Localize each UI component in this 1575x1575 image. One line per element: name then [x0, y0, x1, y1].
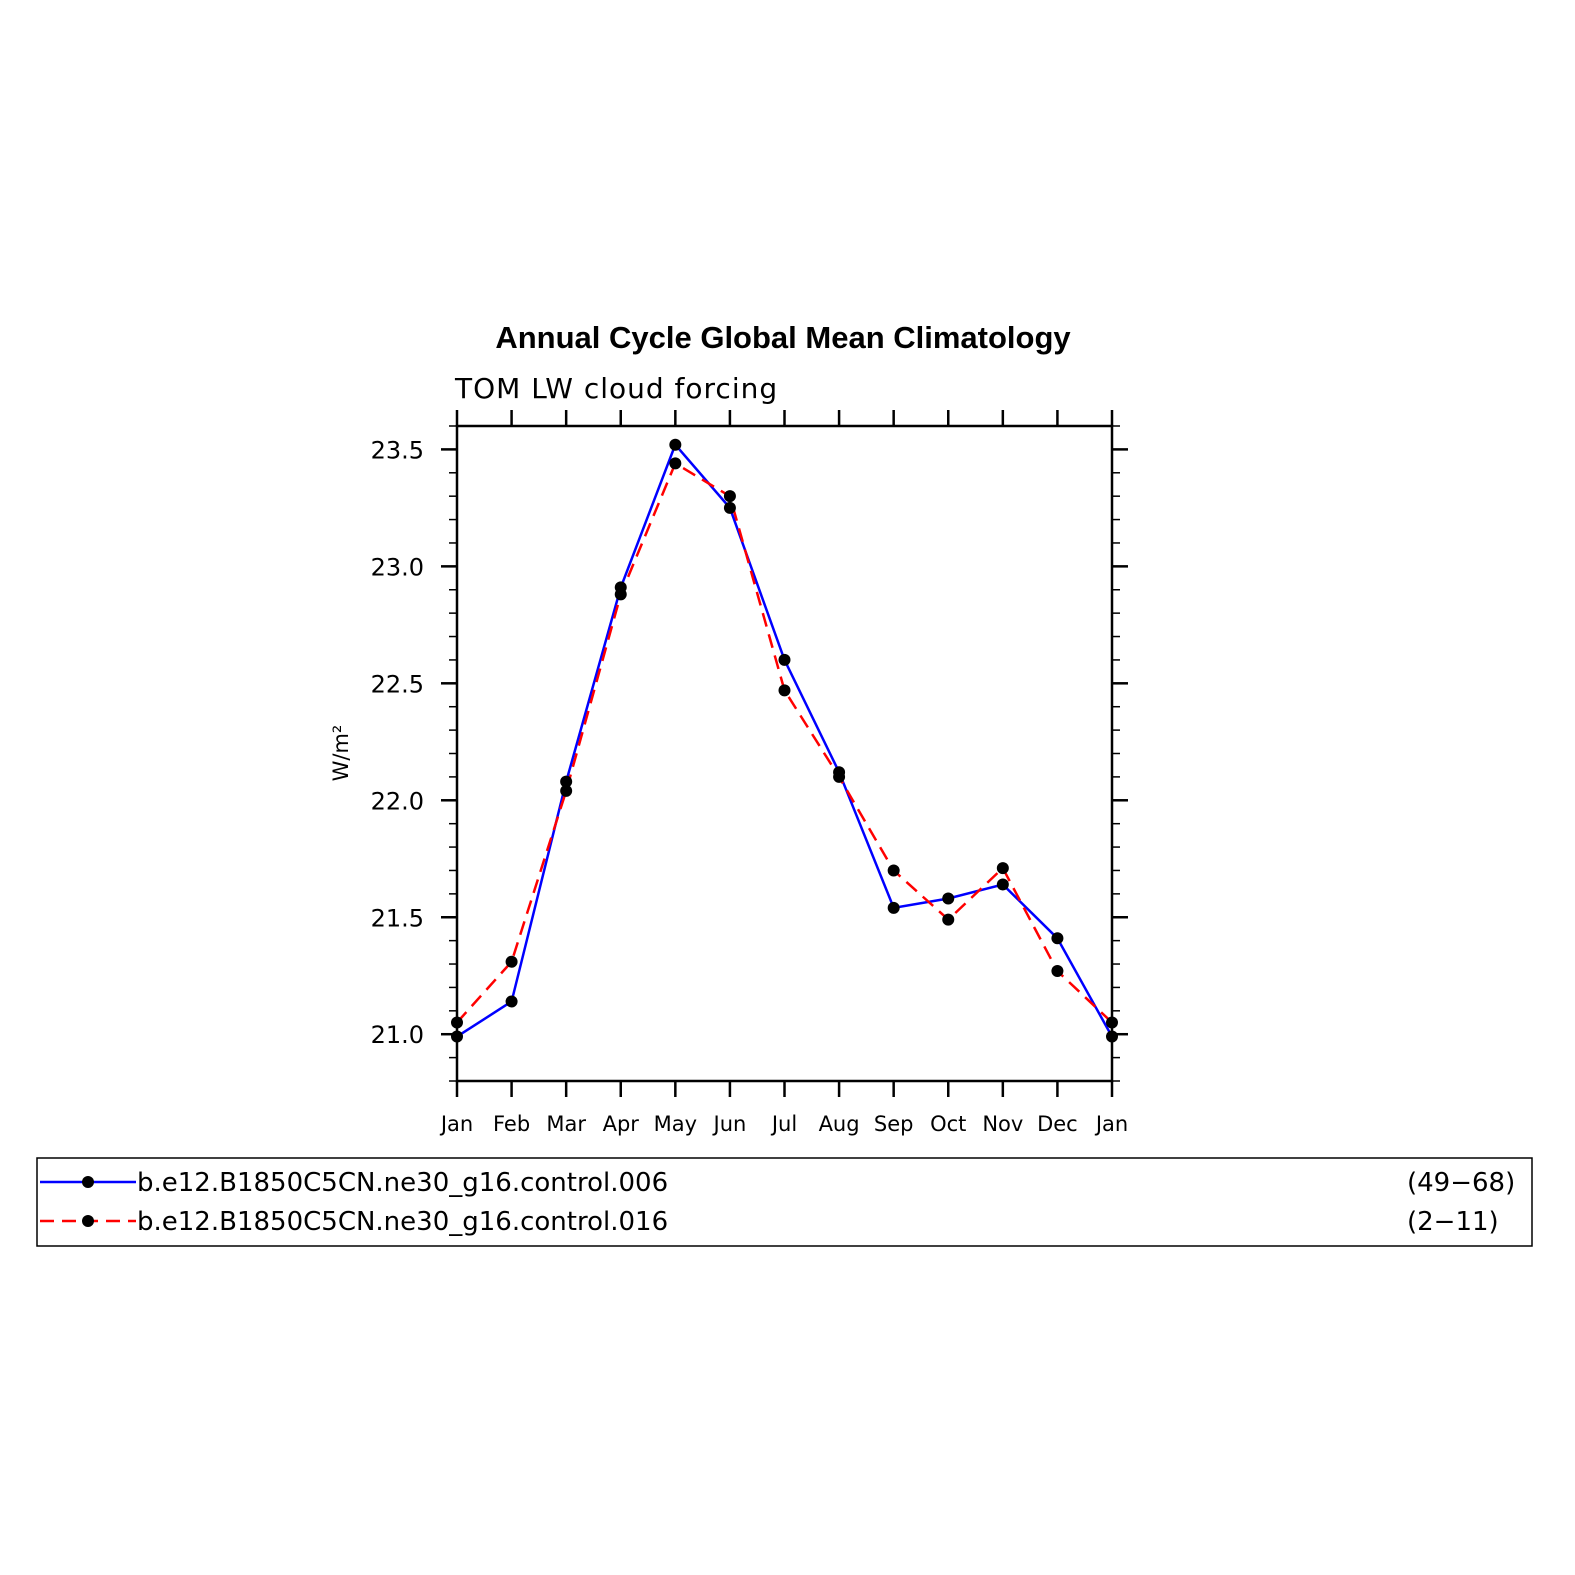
series-2-point	[1051, 965, 1064, 978]
chart-title: Annual Cycle Global Mean Climatology	[495, 320, 1071, 355]
y-tick-label: 23.5	[371, 436, 424, 464]
x-tick-label: Aug	[819, 1112, 860, 1136]
x-tick-label: Jan	[1094, 1112, 1128, 1136]
series-1-point	[560, 775, 573, 788]
x-tick-label: Jan	[439, 1112, 473, 1136]
series-1-point	[723, 501, 736, 514]
series-2-point	[723, 490, 736, 503]
series-2-point	[669, 457, 682, 470]
y-tick-labels: 21.0 21.5 22.0 22.5 23.0 23.5	[371, 436, 424, 1049]
y-tick-label: 21.5	[371, 904, 424, 932]
x-tick-label: Oct	[930, 1112, 966, 1136]
x-tick-label: Nov	[982, 1112, 1023, 1136]
y-tick-label: 21.0	[371, 1021, 424, 1049]
series-1-point	[451, 1030, 463, 1043]
axis-ticks	[441, 410, 1128, 1097]
legend-label-2: b.e12.B1850C5CN.ne30_g16.control.016	[137, 1207, 668, 1237]
y-axis-label: W/m²	[329, 725, 353, 782]
y-tick-label: 22.5	[371, 670, 424, 698]
series-2-point	[778, 684, 791, 697]
series-1-point	[778, 653, 791, 666]
legend-label-1: b.e12.B1850C5CN.ne30_g16.control.006	[137, 1168, 668, 1198]
x-tick-label: Apr	[603, 1112, 640, 1136]
series-points	[451, 438, 1118, 1043]
chart-subtitle: TOM LW cloud forcing	[454, 372, 778, 405]
series-1-point	[996, 878, 1009, 891]
x-tick-label: Jun	[712, 1112, 747, 1136]
x-tick-label: Jul	[770, 1112, 797, 1136]
x-tick-label: Feb	[493, 1112, 530, 1136]
series-2-point	[560, 784, 573, 797]
series-2-point	[942, 913, 955, 926]
series-2-point	[451, 1016, 463, 1029]
series-line-2	[456, 461, 1113, 1024]
y-tick-label: 23.0	[371, 553, 424, 581]
x-tick-label: Mar	[546, 1112, 586, 1136]
series-1-point	[887, 901, 900, 914]
legend-marker-2	[82, 1215, 94, 1227]
series-1-point	[942, 892, 955, 905]
series-2-point	[833, 770, 846, 783]
series-1-point	[1106, 1030, 1118, 1043]
legend-years-2: (2−11)	[1407, 1207, 1499, 1237]
x-tick-label: Dec	[1037, 1112, 1078, 1136]
x-tick-label: May	[654, 1112, 697, 1136]
y-tick-label: 22.0	[371, 787, 424, 815]
plot-frame	[455, 424, 1114, 1083]
x-tick-labels: Jan Feb Mar Apr May Jun Jul Aug Sep Oct Nov Dec Jan	[439, 1112, 1128, 1136]
legend-years-1: (49−68)	[1407, 1168, 1515, 1198]
series-2-point	[1106, 1016, 1118, 1029]
series-1-point	[669, 438, 682, 451]
x-tick-label: Sep	[874, 1112, 914, 1136]
series-1-point	[1051, 932, 1064, 945]
series-line-1	[456, 442, 1114, 1038]
legend-box	[36, 1157, 1533, 1247]
series-2-point	[505, 955, 518, 968]
series-2-point	[887, 864, 900, 877]
series-lines	[456, 442, 1114, 1038]
series-1-point	[505, 995, 518, 1008]
series-2-point	[996, 862, 1009, 875]
legend-marker-1	[82, 1176, 94, 1188]
series-2-point	[614, 588, 627, 601]
legend: b.e12.B1850C5CN.ne30_g16.control.006 (49−…	[40, 1168, 1515, 1237]
